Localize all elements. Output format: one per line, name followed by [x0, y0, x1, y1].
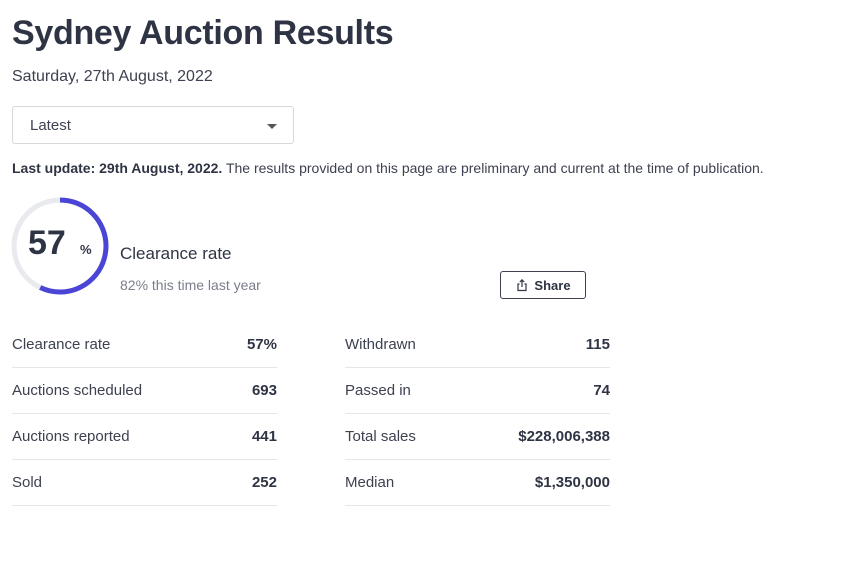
stat-label: Total sales — [345, 428, 416, 445]
stat-label: Withdrawn — [345, 336, 416, 353]
stat-row: Auctions reported 441 — [12, 414, 277, 460]
stat-value: 252 — [251, 474, 277, 491]
stat-row: Auctions scheduled 693 — [12, 368, 277, 414]
stat-row: Median $1,350,000 — [345, 460, 610, 506]
stat-label: Median — [345, 474, 395, 491]
stat-value: 693 — [251, 382, 277, 399]
stat-label: Auctions scheduled — [12, 382, 143, 399]
stat-row: Sold 252 — [12, 460, 277, 506]
stat-row: Total sales $228,006,388 — [345, 414, 610, 460]
page-title: Sydney Auction Results — [12, 14, 394, 52]
share-button[interactable]: Share — [500, 271, 586, 299]
stat-value: $228,006,388 — [518, 428, 610, 445]
stat-label: Clearance rate — [12, 336, 111, 353]
share-label: Share — [534, 277, 571, 293]
chevron-down-icon — [267, 123, 277, 129]
stat-row: Withdrawn 115 — [345, 322, 610, 368]
stat-label: Auctions reported — [12, 428, 130, 445]
share-icon — [517, 278, 528, 292]
stat-label: Passed in — [345, 382, 411, 399]
last-year-comparison: 82% this time last year — [120, 277, 261, 293]
stat-value: 74 — [593, 382, 610, 399]
clearance-gauge — [11, 197, 109, 295]
update-notice: Last update: 29th August, 2022. The resu… — [12, 160, 764, 176]
stat-row: Passed in 74 — [345, 368, 610, 414]
auction-date: Saturday, 27th August, 2022 — [12, 68, 213, 85]
clearance-rate-label: Clearance rate — [120, 244, 232, 263]
stat-row: Clearance rate 57% — [12, 322, 277, 368]
gauge-progress-arc — [11, 197, 109, 295]
stats-table-left: Clearance rate 57% Auctions scheduled 69… — [12, 322, 277, 506]
stat-label: Sold — [12, 474, 43, 491]
update-disclaimer: The results provided on this page are pr… — [225, 160, 764, 176]
last-update-date: Last update: 29th August, 2022. — [12, 160, 223, 176]
percent-sign: % — [80, 242, 92, 257]
stats-table-right: Withdrawn 115 Passed in 74 Total sales $… — [345, 322, 610, 506]
results-period-dropdown[interactable]: Latest — [12, 106, 294, 144]
stat-value: $1,350,000 — [534, 474, 610, 491]
dropdown-selected-value: Latest — [30, 116, 71, 134]
stat-value: 441 — [251, 428, 277, 445]
clearance-percentage: 57 — [28, 224, 66, 262]
stat-value: 115 — [585, 336, 610, 353]
stat-value: 57% — [246, 336, 277, 353]
